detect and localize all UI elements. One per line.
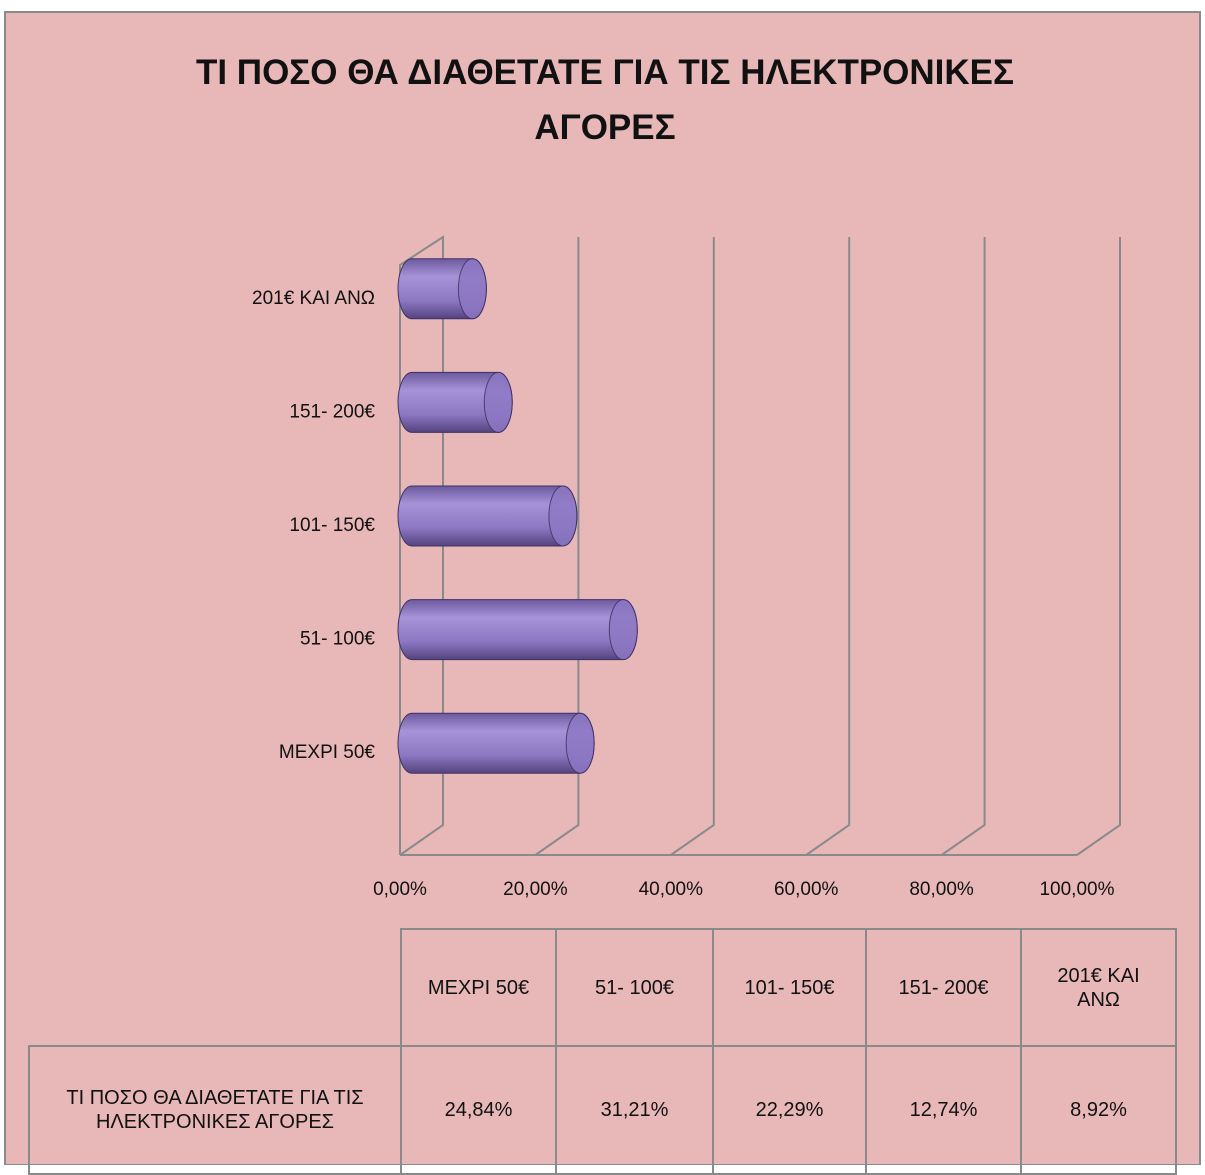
table-header: ΜΕΧΡΙ 50€ [400, 928, 557, 1047]
table-row-label: ΤΙ ΠΟΣΟ ΘΑ ΔΙΑΘΕΤΑΤΕ ΓΙΑ ΤΙΣ ΗΛΕΚΤΡΟΝΙΚΕ… [28, 1045, 402, 1175]
y-tick-label: 151- 200€ [289, 401, 375, 422]
table-value: 22,29% [712, 1045, 867, 1175]
x-tick-label: 60,00% [774, 879, 839, 900]
chart-area [4, 11, 1201, 1165]
table-header: 151- 200€ [865, 928, 1022, 1047]
table-header: 201€ ΚΑΙ ΑΝΩ [1020, 928, 1177, 1047]
y-tick-label: 101- 150€ [289, 515, 375, 536]
y-tick-label: ΜΕΧΡΙ 50€ [279, 742, 376, 763]
chart-title: ΤΙ ΠΟΣΟ ΘΑ ΔΙΑΘΕΤΑΤΕ ΓΙΑ ΤΙΣ ΗΛΕΚΤΡΟΝΙΚΕ… [196, 53, 1014, 147]
grid-line [805, 237, 851, 856]
grid-line [670, 237, 715, 856]
bar-cap [608, 599, 638, 661]
bar [397, 599, 638, 661]
bar-cap [548, 485, 578, 547]
x-tick-label: 40,00% [639, 879, 704, 900]
x-tick-label: 0,00% [373, 879, 427, 900]
bar-cap [565, 712, 595, 774]
table-value: 12,74% [865, 1045, 1022, 1175]
table-header: 101- 150€ [712, 928, 867, 1047]
table-value: 31,21% [555, 1045, 714, 1175]
x-tick-label: 20,00% [503, 879, 568, 900]
grid-line [1076, 237, 1121, 856]
bar-cap [457, 258, 487, 320]
x-tick-label: 100,00% [1039, 879, 1114, 900]
grid-line [941, 237, 986, 856]
bar-cap [483, 371, 513, 433]
table-value: 24,84% [400, 1045, 557, 1175]
y-tick-label: 51- 100€ [300, 629, 375, 650]
grid-line [399, 237, 444, 856]
table-value: 8,92% [1020, 1045, 1177, 1175]
table-header: 51- 100€ [555, 928, 714, 1047]
grid-line [534, 237, 580, 856]
y-tick-label: 201€ ΚΑΙ ΑΝΩ [252, 288, 375, 309]
x-tick-label: 80,00% [909, 879, 974, 900]
bar [397, 712, 595, 774]
